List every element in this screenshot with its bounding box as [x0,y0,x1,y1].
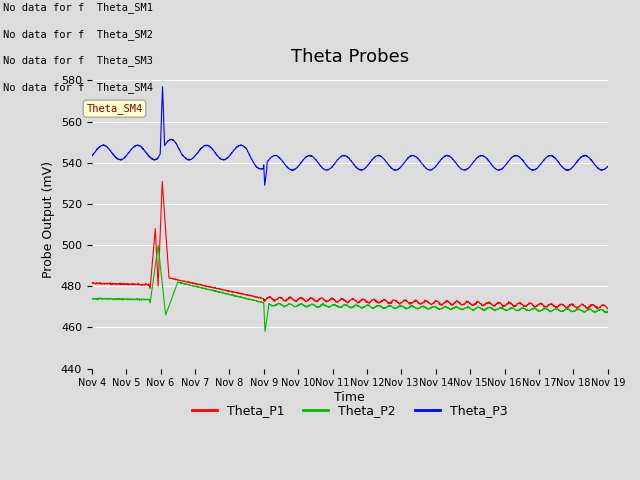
Text: No data for f  Theta_SM1: No data for f Theta_SM1 [3,2,153,13]
Title: Theta Probes: Theta Probes [291,48,409,66]
Legend: Theta_P1, Theta_P2, Theta_P3: Theta_P1, Theta_P2, Theta_P3 [187,399,513,422]
Text: No data for f  Theta_SM3: No data for f Theta_SM3 [3,55,153,66]
Text: No data for f  Theta_SM4: No data for f Theta_SM4 [3,82,153,93]
X-axis label: Time: Time [335,391,365,404]
Text: Theta_SM4: Theta_SM4 [86,103,143,114]
Text: No data for f  Theta_SM2: No data for f Theta_SM2 [3,29,153,40]
Y-axis label: Probe Output (mV): Probe Output (mV) [42,161,55,278]
